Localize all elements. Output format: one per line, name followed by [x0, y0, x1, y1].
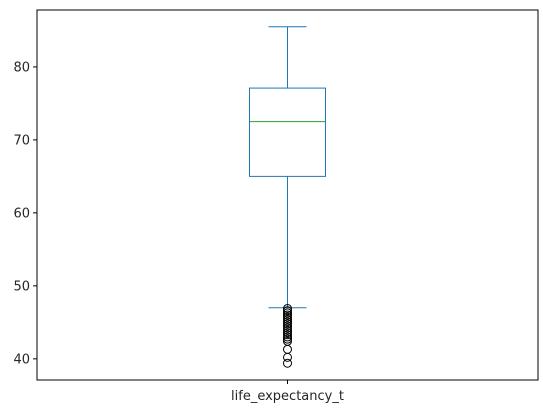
outlier-point — [283, 330, 292, 340]
outlier-point — [283, 321, 292, 331]
outlier-point — [283, 325, 292, 335]
iqr-box — [249, 87, 326, 177]
y-tick-label: 40 — [13, 352, 30, 367]
outlier-point — [283, 317, 292, 327]
axes: life_expectancy_t 40 50 60 70 80 — [13, 9, 539, 404]
y-tick-label: 50 — [13, 279, 30, 294]
outlier-point — [283, 303, 292, 313]
outlier-point — [283, 328, 292, 338]
y-tick-label: 70 — [13, 133, 30, 148]
outlier-point — [283, 332, 292, 342]
x-tick-label: life_expectancy_t — [231, 389, 344, 404]
outlier-point — [283, 310, 292, 320]
outlier-point — [283, 319, 292, 329]
y-tick-label: 80 — [13, 60, 30, 75]
plot-area — [249, 26, 326, 368]
outlier-point — [283, 358, 292, 368]
outlier-point — [283, 308, 292, 318]
outlier-point — [283, 312, 292, 322]
y-tick-label: 60 — [13, 206, 30, 221]
outlier-point — [283, 352, 292, 362]
outlier-point — [283, 344, 292, 354]
outlier-point — [283, 314, 292, 324]
outlier-point — [283, 334, 292, 344]
outlier-point — [283, 306, 292, 316]
outlier-point — [283, 323, 292, 333]
plot-frame — [36, 9, 539, 381]
